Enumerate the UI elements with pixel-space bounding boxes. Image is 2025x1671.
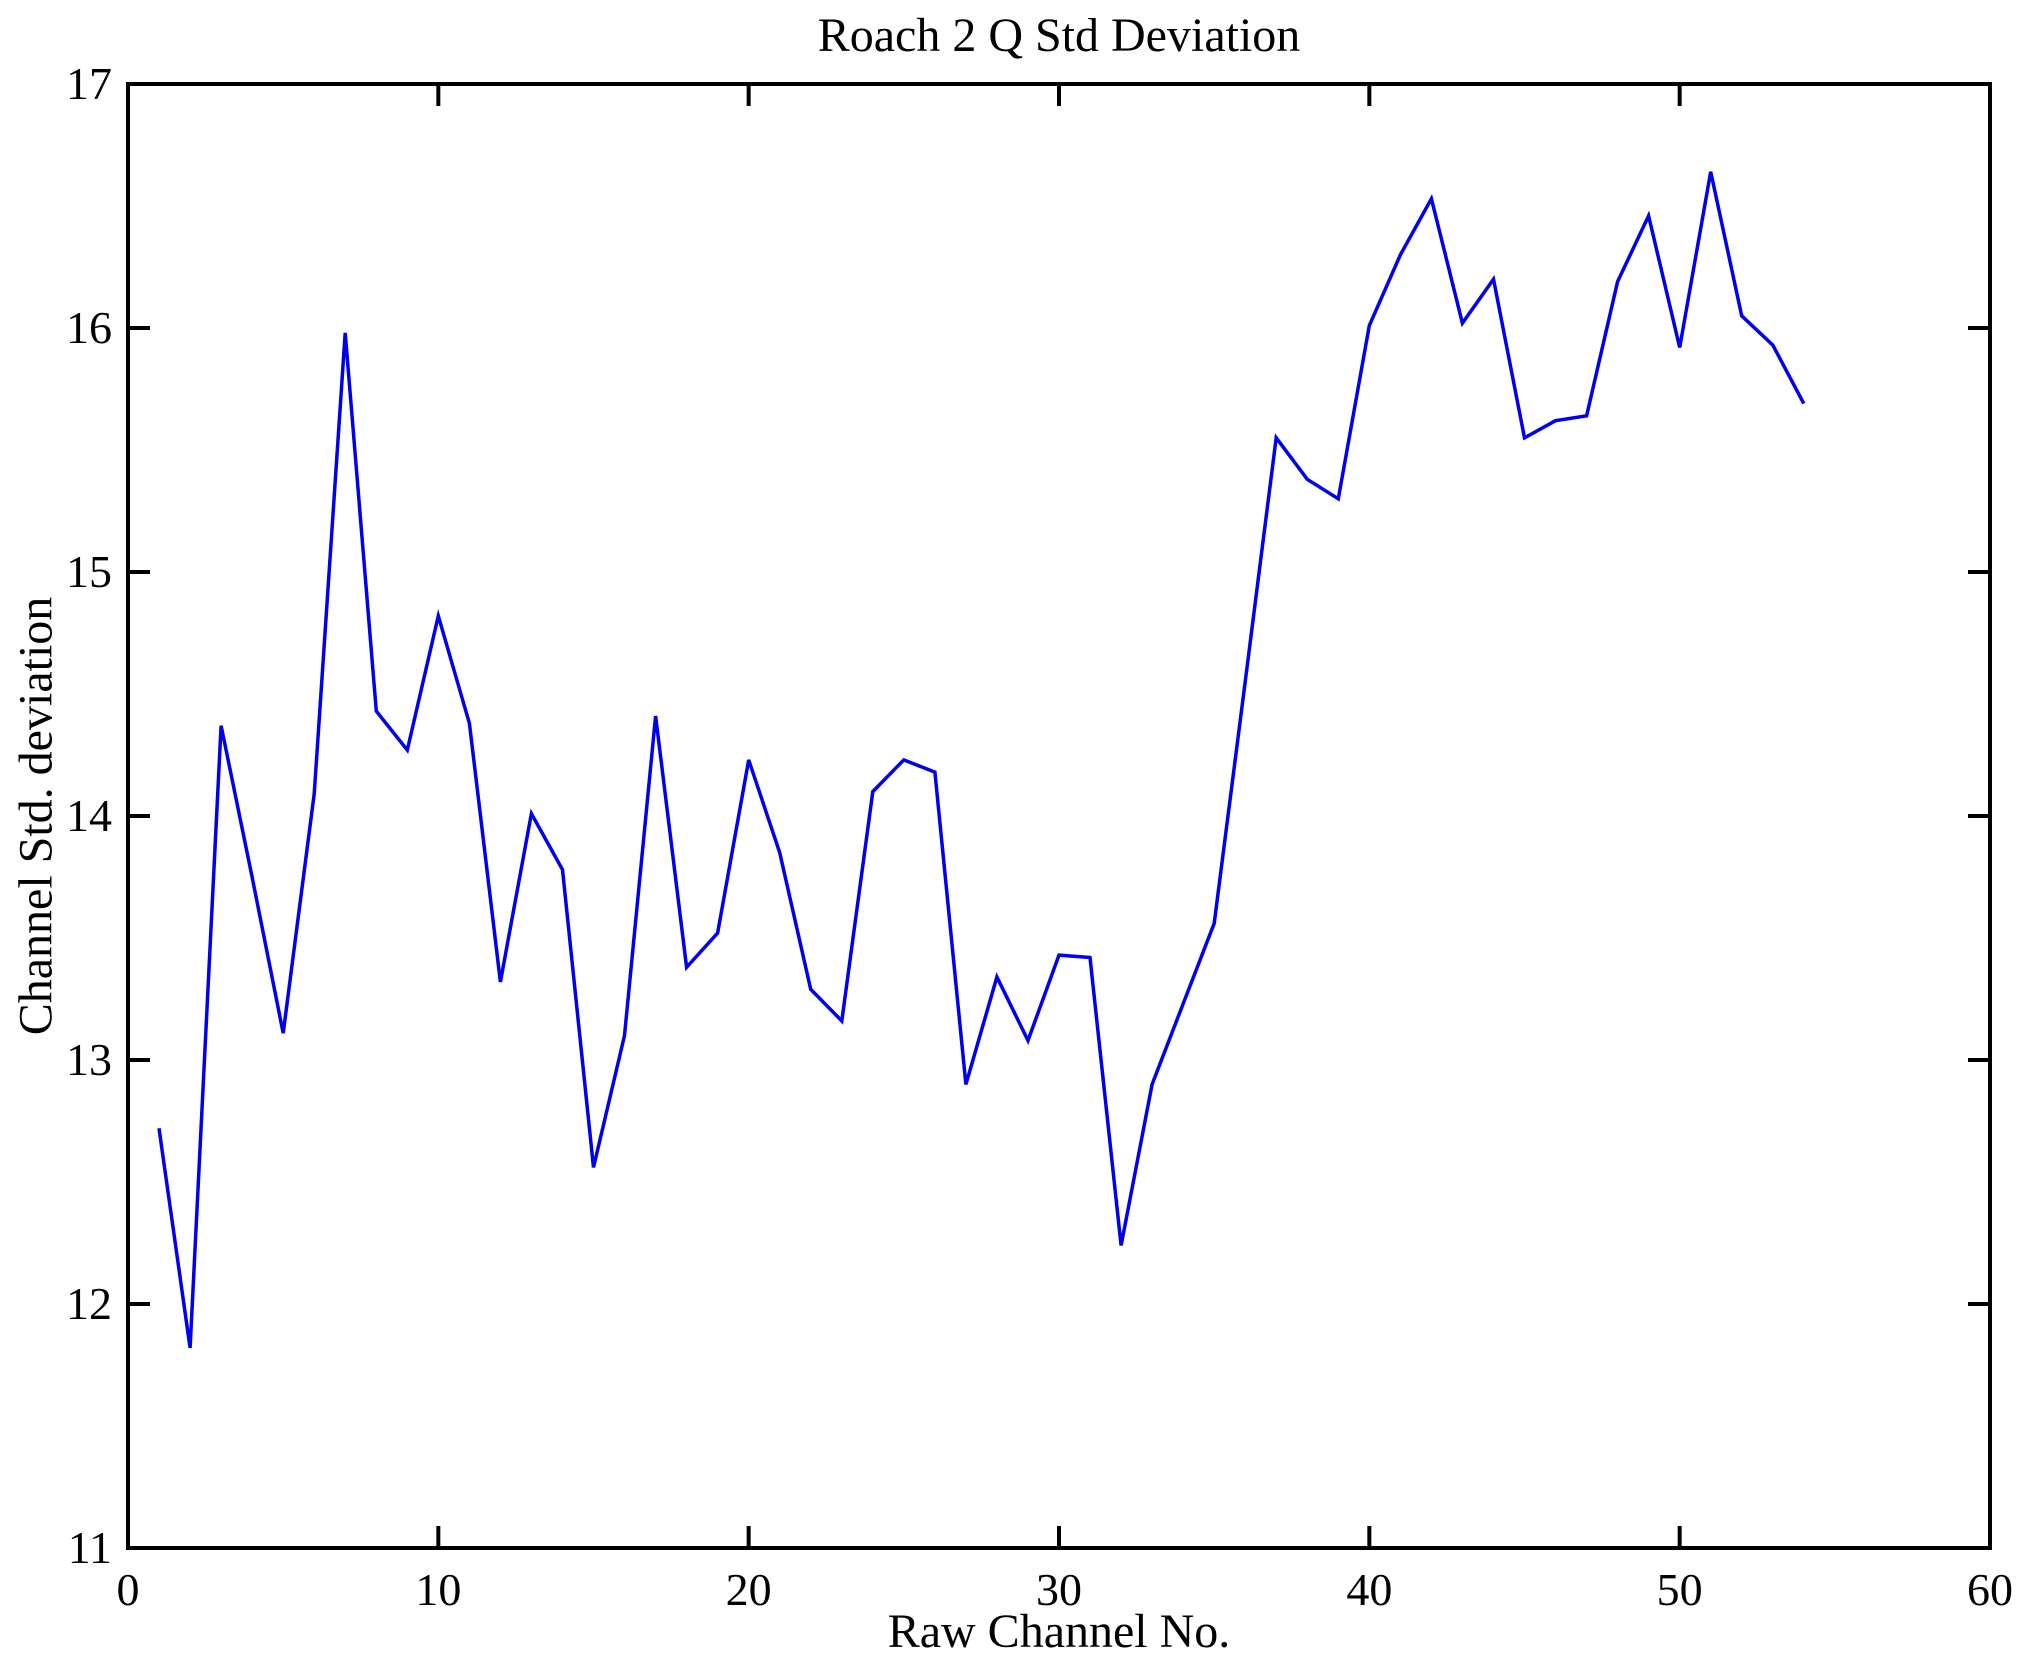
axis-box (126, 82, 1992, 1550)
x-tick-label: 60 (1967, 1564, 2013, 1615)
y-tick-label: 13 (66, 1034, 112, 1085)
data-line (157, 171, 1806, 1349)
y-tick-label: 11 (68, 1522, 112, 1573)
y-tick-label: 17 (66, 58, 112, 109)
y-tick-label: 14 (66, 790, 112, 841)
y-tick-label: 16 (66, 302, 112, 353)
x-tick-label: 50 (1657, 1564, 1703, 1615)
x-tick-label: 40 (1346, 1564, 1392, 1615)
y-tick-label: 15 (66, 546, 112, 597)
x-tick-label: 30 (1036, 1564, 1082, 1615)
x-axis-label: Raw Channel No. (887, 1605, 1231, 1658)
x-tick-label: 0 (117, 1564, 140, 1615)
x-tick-label: 10 (415, 1564, 461, 1615)
x-tick-label: 20 (726, 1564, 772, 1615)
chart-title: Roach 2 Q Std Deviation (817, 9, 1301, 62)
y-tick-label: 12 (66, 1278, 112, 1329)
